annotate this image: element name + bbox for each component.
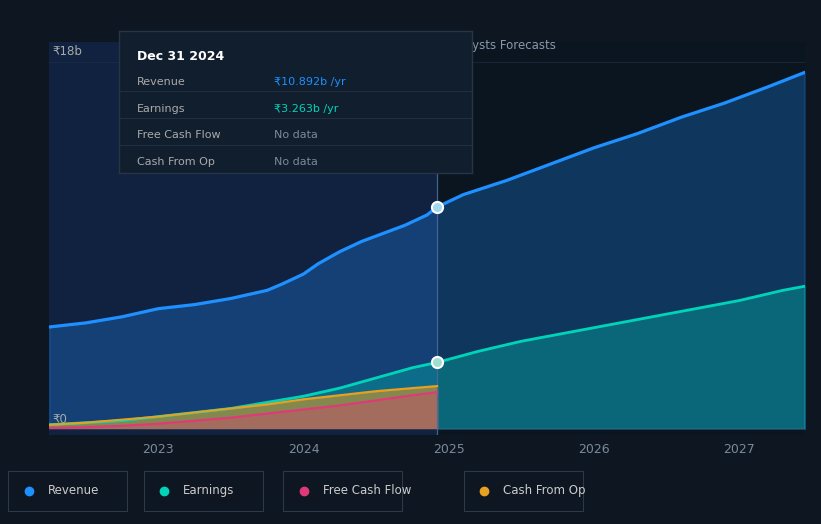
- Bar: [144, 471, 263, 511]
- Text: Analysts Forecasts: Analysts Forecasts: [446, 39, 556, 52]
- Text: No data: No data: [274, 157, 319, 167]
- Text: Cash From Op: Cash From Op: [503, 485, 585, 497]
- Text: Revenue: Revenue: [136, 77, 186, 86]
- Text: No data: No data: [274, 130, 319, 140]
- Text: Free Cash Flow: Free Cash Flow: [323, 485, 411, 497]
- Bar: [464, 471, 583, 511]
- Text: Earnings: Earnings: [136, 104, 186, 114]
- Text: Dec 31 2024: Dec 31 2024: [136, 50, 224, 63]
- Text: Free Cash Flow: Free Cash Flow: [136, 130, 220, 140]
- Bar: [437, 42, 805, 435]
- Text: ₹0: ₹0: [53, 413, 67, 426]
- Bar: [283, 471, 402, 511]
- Text: ₹18b: ₹18b: [53, 45, 82, 58]
- Text: Cash From Op: Cash From Op: [136, 157, 214, 167]
- Bar: [49, 42, 437, 435]
- Text: Past: Past: [400, 39, 429, 52]
- Text: Earnings: Earnings: [183, 485, 235, 497]
- Text: ₹10.892b /yr: ₹10.892b /yr: [274, 77, 346, 86]
- Bar: [8, 471, 127, 511]
- Text: ₹3.263b /yr: ₹3.263b /yr: [274, 104, 339, 114]
- Text: Revenue: Revenue: [48, 485, 99, 497]
